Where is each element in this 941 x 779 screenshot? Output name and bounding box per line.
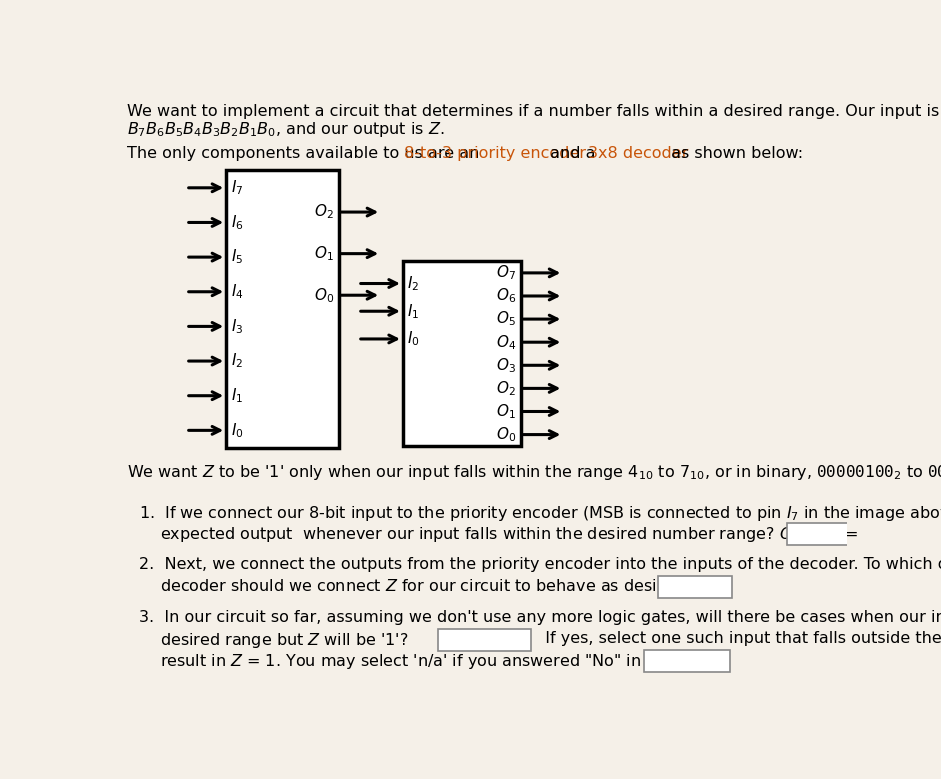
Text: We want $Z$ to be '1' only when our input falls within the range $4_{10}$ to $7_: We want $Z$ to be '1' only when our inpu… bbox=[127, 463, 941, 482]
Bar bbox=[403, 261, 520, 446]
Text: $I_3$: $I_3$ bbox=[231, 317, 243, 336]
Text: $I_2$: $I_2$ bbox=[407, 274, 420, 293]
Text: $I_1$: $I_1$ bbox=[231, 386, 243, 405]
Text: $O_5$: $O_5$ bbox=[496, 310, 516, 329]
Text: $I_5$: $I_5$ bbox=[231, 248, 243, 266]
Text: $I_4$: $I_4$ bbox=[231, 283, 244, 301]
Text: as shown below:: as shown below: bbox=[666, 146, 803, 160]
Text: $I_7$: $I_7$ bbox=[231, 178, 243, 197]
Text: 8-to-3 priority encoder: 8-to-3 priority encoder bbox=[404, 146, 586, 160]
Text: We want to implement a circuit that determines if a number falls within a desire: We want to implement a circuit that dete… bbox=[127, 104, 941, 119]
Bar bbox=[645, 650, 729, 671]
Text: $O_6$: $O_6$ bbox=[496, 287, 516, 305]
Text: and a: and a bbox=[545, 146, 600, 160]
Text: decoder should we connect $Z$ for our circuit to behave as desired?: decoder should we connect $Z$ for our ci… bbox=[160, 578, 693, 594]
Text: result in $Z$ = 1. You may select 'n/a' if you answered "No" in #3.: result in $Z$ = 1. You may select 'n/a' … bbox=[160, 652, 675, 671]
Bar bbox=[439, 629, 532, 651]
Bar bbox=[658, 576, 731, 597]
Text: $I_1$: $I_1$ bbox=[407, 302, 420, 321]
Text: $O_2$: $O_2$ bbox=[496, 379, 516, 398]
Text: $I_0$: $I_0$ bbox=[231, 421, 244, 439]
Text: 1.  If we connect our 8-bit input to the priority encoder (MSB is connected to p: 1. If we connect our 8-bit input to the … bbox=[139, 504, 941, 523]
Text: desired range but $Z$ will be '1'?: desired range but $Z$ will be '1'? bbox=[160, 631, 408, 650]
Text: 2.  Next, we connect the outputs from the priority encoder into the inputs of th: 2. Next, we connect the outputs from the… bbox=[139, 557, 941, 572]
Text: 3.  In our circuit so far, assuming we don't use any more logic gates, will ther: 3. In our circuit so far, assuming we do… bbox=[139, 610, 941, 626]
Text: $I_6$: $I_6$ bbox=[231, 213, 244, 232]
Text: $I_0$: $I_0$ bbox=[407, 330, 420, 348]
Text: decoder should we connect $Z$ for our circuit to behave as desired?: decoder should we connect $Z$ for our ci… bbox=[160, 578, 693, 594]
Text: $I_2$: $I_2$ bbox=[231, 351, 243, 370]
Text: $O_3$: $O_3$ bbox=[496, 356, 516, 375]
Text: If yes, select one such input that falls outside the desired range but will: If yes, select one such input that falls… bbox=[535, 631, 941, 646]
Bar bbox=[226, 171, 339, 448]
Text: $O_0$: $O_0$ bbox=[313, 286, 334, 305]
Text: $O_1$: $O_1$ bbox=[496, 402, 516, 421]
Text: $O_4$: $O_4$ bbox=[496, 333, 516, 351]
Text: 3x8 decoder: 3x8 decoder bbox=[588, 146, 689, 160]
Text: $O_0$: $O_0$ bbox=[496, 425, 516, 444]
Text: desired range but $Z$ will be '1'?: desired range but $Z$ will be '1'? bbox=[160, 631, 408, 650]
Text: result in $Z$ = 1. You may select 'n/a' if you answered "No" in #3.: result in $Z$ = 1. You may select 'n/a' … bbox=[160, 652, 675, 671]
Text: The only components available to us are an: The only components available to us are … bbox=[127, 146, 485, 160]
Text: $B_7B_6B_5B_4B_3B_2B_1B_0$, and our output is $Z$.: $B_7B_6B_5B_4B_3B_2B_1B_0$, and our outp… bbox=[127, 120, 444, 139]
Text: expected output  whenever our input falls within the desired number range? $O_2O: expected output whenever our input falls… bbox=[160, 525, 859, 544]
Text: $O_1$: $O_1$ bbox=[314, 245, 334, 263]
Bar bbox=[787, 523, 872, 545]
Text: expected output  whenever our input falls within the desired number range? $O_2O: expected output whenever our input falls… bbox=[160, 525, 859, 544]
Text: $O_7$: $O_7$ bbox=[496, 263, 516, 282]
Text: $O_2$: $O_2$ bbox=[314, 203, 334, 221]
